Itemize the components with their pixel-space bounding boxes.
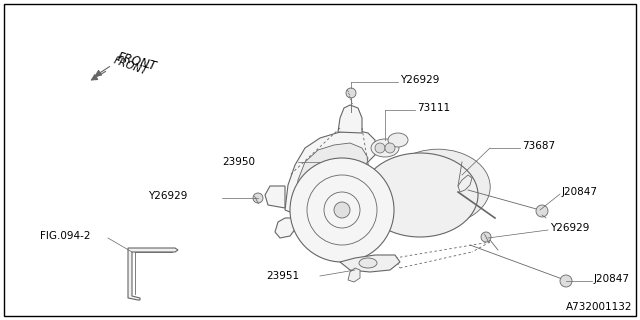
Text: 73687: 73687	[522, 141, 555, 151]
Polygon shape	[458, 175, 472, 192]
Circle shape	[560, 275, 572, 287]
Text: 73111: 73111	[417, 103, 450, 113]
Text: 23950: 23950	[222, 157, 255, 167]
Text: Y26929: Y26929	[400, 75, 440, 85]
Ellipse shape	[371, 139, 399, 157]
Polygon shape	[275, 218, 296, 238]
Circle shape	[536, 205, 548, 217]
Ellipse shape	[362, 153, 478, 237]
Polygon shape	[265, 186, 285, 208]
Circle shape	[375, 143, 385, 153]
Text: Y26929: Y26929	[148, 191, 188, 201]
Circle shape	[481, 232, 491, 242]
Polygon shape	[295, 143, 368, 210]
Text: J20847: J20847	[594, 274, 630, 284]
Text: FIG.094-2: FIG.094-2	[40, 231, 90, 241]
Polygon shape	[285, 130, 375, 218]
Polygon shape	[340, 255, 400, 272]
Ellipse shape	[388, 133, 408, 147]
Text: J20847: J20847	[562, 187, 598, 197]
Circle shape	[253, 193, 263, 203]
Text: 23951: 23951	[266, 271, 299, 281]
Text: A732001132: A732001132	[566, 302, 632, 312]
Polygon shape	[128, 248, 178, 300]
Circle shape	[346, 88, 356, 98]
Circle shape	[385, 143, 395, 153]
Polygon shape	[348, 268, 360, 282]
Polygon shape	[338, 105, 362, 133]
Text: FRONT: FRONT	[112, 55, 148, 77]
Text: FRONT: FRONT	[116, 51, 158, 74]
Ellipse shape	[386, 149, 490, 225]
Ellipse shape	[359, 258, 377, 268]
Circle shape	[290, 158, 394, 262]
Circle shape	[334, 202, 350, 218]
Text: Y26929: Y26929	[550, 223, 589, 233]
